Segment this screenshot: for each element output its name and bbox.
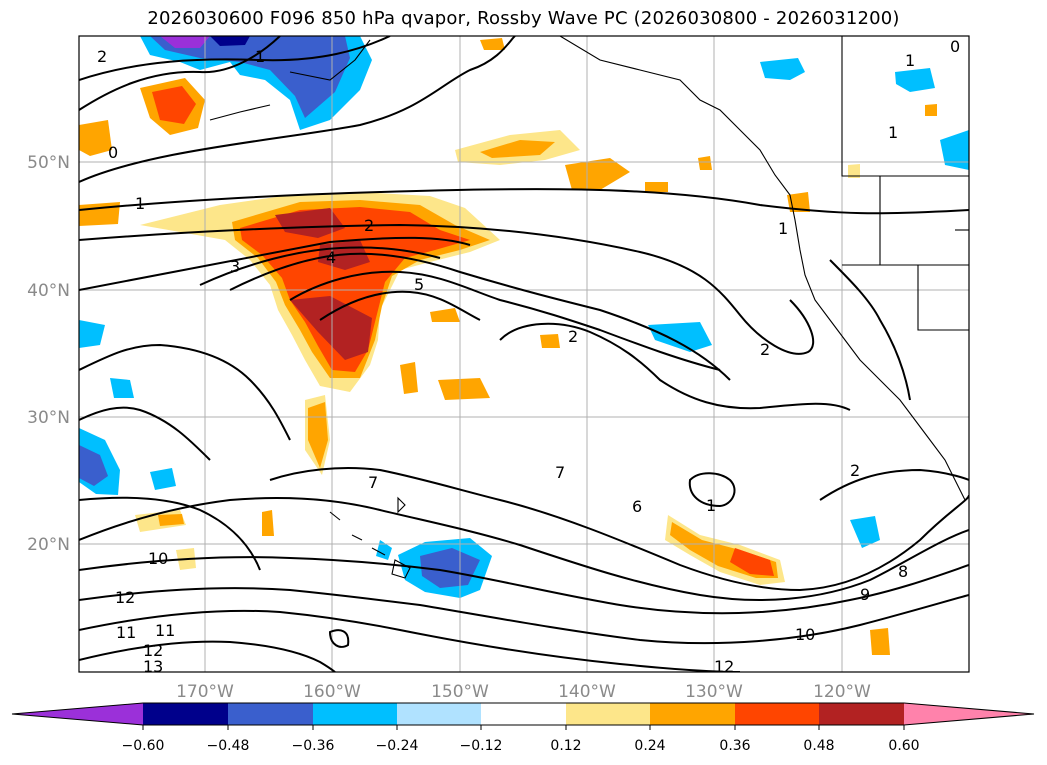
colorbar-tick-label: 0.60 xyxy=(888,738,919,754)
colorbar: −0.60 −0.48 −0.36 −0.24 −0.12 0.12 0.24 … xyxy=(11,702,1035,754)
negative-anomaly-regions xyxy=(79,36,969,598)
contour-label: 6 xyxy=(632,497,642,516)
contour-label: 3 xyxy=(230,257,240,276)
colorbar-segment xyxy=(481,703,566,725)
colorbar-tick-label: 0.12 xyxy=(550,738,581,754)
map-frame xyxy=(79,36,969,672)
colorbar-tick-label: −0.48 xyxy=(207,738,250,754)
lon-label: 140°W xyxy=(558,682,616,702)
contour-label: 0 xyxy=(108,143,118,162)
lat-label: 40°N xyxy=(27,281,70,301)
contour-label: 2 xyxy=(850,461,860,480)
coastlines xyxy=(209,36,969,579)
contour-label: 0 xyxy=(950,37,960,56)
hawaii-islands xyxy=(329,511,411,579)
colorbar-segment xyxy=(566,703,650,725)
lat-label: 50°N xyxy=(27,153,70,173)
north-america-coast xyxy=(559,36,966,501)
contour-label: 13 xyxy=(143,657,163,676)
contour-label: 8 xyxy=(898,562,908,581)
map-title: 2026030600 F096 850 hPa qvapor, Rossby W… xyxy=(147,8,900,29)
colorbar-segment xyxy=(819,703,904,725)
colorbar-tick-label: −0.24 xyxy=(376,738,419,754)
contour-label: 1 xyxy=(778,219,788,238)
colorbar-segment xyxy=(650,703,735,725)
lat-label: 30°N xyxy=(27,408,70,428)
contour-label: 2 xyxy=(364,216,374,235)
contour-label: 2 xyxy=(97,47,107,66)
lon-label: 150°W xyxy=(431,682,489,702)
colorbar-segment xyxy=(143,703,228,725)
colorbar-segment xyxy=(397,703,481,725)
colorbar-tick-label: 0.36 xyxy=(719,738,750,754)
lat-label: 20°N xyxy=(27,535,70,555)
contour-label: 2 xyxy=(760,340,770,359)
contour-label: 10 xyxy=(148,549,168,568)
contour-label: 9 xyxy=(860,585,870,604)
contour-label-group: 2 1 0 1 1 1 1 2 3 4 5 2 2 2 7 7 6 1 8 9 … xyxy=(97,37,960,676)
contour-label: 11 xyxy=(155,621,175,640)
contour-label: 1 xyxy=(905,51,915,70)
contour-label: 1 xyxy=(255,47,265,66)
contour-label: 1 xyxy=(135,194,145,213)
anomaly-blob-ne xyxy=(760,58,805,80)
contour-label: 5 xyxy=(414,275,424,294)
colorbar-segment xyxy=(735,703,819,725)
contour-label: 12 xyxy=(143,641,163,660)
contour-label: 7 xyxy=(368,473,378,492)
anomaly-blob-mid xyxy=(648,322,712,352)
contour-label: 11 xyxy=(116,623,136,642)
contour-label: 1 xyxy=(888,123,898,142)
lon-label: 120°W xyxy=(813,682,871,702)
contour-label: 1 xyxy=(706,496,716,515)
lon-label: 170°W xyxy=(176,682,234,702)
latitude-labels: 50°N 40°N 30°N 20°N xyxy=(27,153,70,555)
contour-label: 10 xyxy=(795,625,815,644)
lon-label: 160°W xyxy=(303,682,361,702)
contour-label: 7 xyxy=(555,463,565,482)
colorbar-arrow-right xyxy=(904,703,1034,725)
lon-label: 130°W xyxy=(685,682,743,702)
longitude-labels: 170°W 160°W 150°W 140°W 130°W 120°W xyxy=(176,682,871,702)
colorbar-segment xyxy=(313,703,397,725)
colorbar-arrow-left xyxy=(12,703,143,725)
contour-label: 4 xyxy=(326,248,336,267)
contour-label: 12 xyxy=(714,657,734,676)
map-border xyxy=(78,35,970,673)
colorbar-tick-label: −0.12 xyxy=(460,738,503,754)
colorbar-tick-label: 0.24 xyxy=(634,738,665,754)
contour-lines xyxy=(79,36,969,672)
contour-label: 12 xyxy=(115,588,135,607)
contour-label: 2 xyxy=(568,327,578,346)
colorbar-tick-label: −0.36 xyxy=(292,738,335,754)
colorbar-tick-label: −0.60 xyxy=(122,738,165,754)
colorbar-segment xyxy=(228,703,313,725)
colorbar-tick-label: 0.48 xyxy=(803,738,834,754)
